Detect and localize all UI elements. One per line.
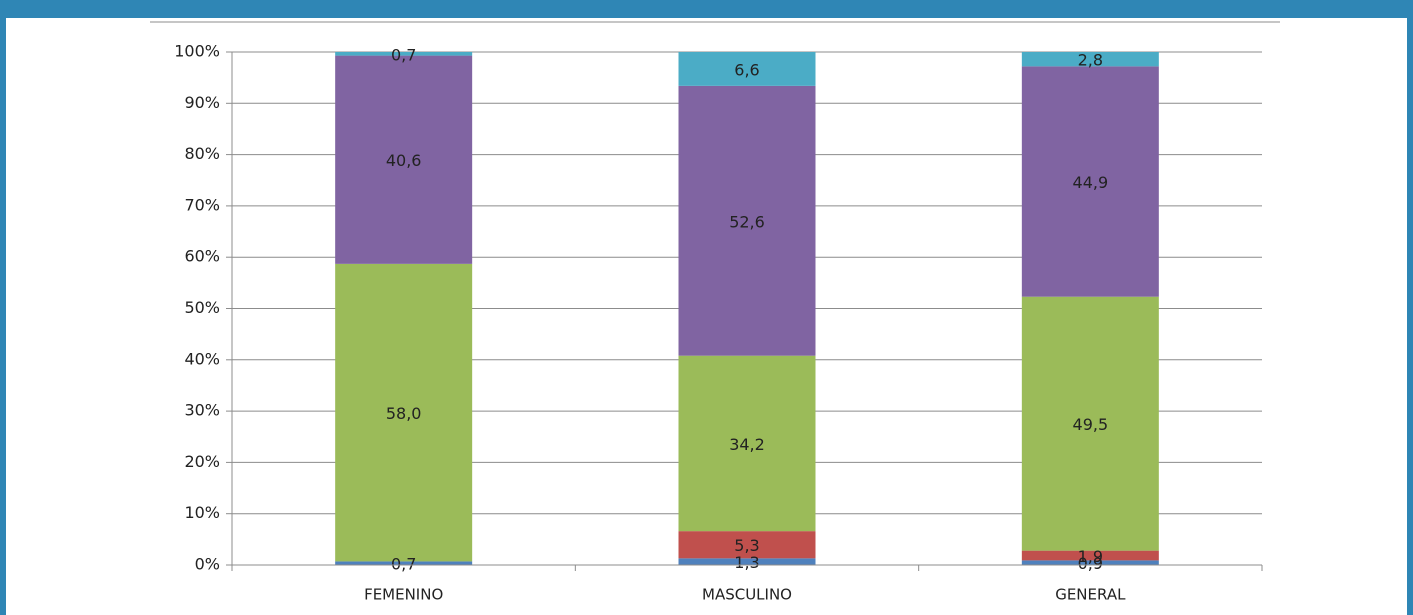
- y-tick-label: 10%: [184, 503, 220, 522]
- bar-segment: [1021, 66, 1159, 297]
- data-label: 44,9: [1073, 173, 1109, 192]
- data-label: 1,3: [734, 553, 759, 572]
- y-tick-label: 20%: [184, 452, 220, 471]
- y-tick-label: 0%: [195, 555, 220, 574]
- data-label: 5,3: [734, 536, 759, 555]
- y-tick-label: 80%: [184, 144, 220, 163]
- data-label: 6,6: [734, 60, 759, 79]
- x-tick-label: FEMENINO: [364, 586, 443, 604]
- y-tick-label: 100%: [174, 42, 220, 61]
- bar-segment: [1021, 296, 1159, 551]
- data-label: 34,2: [729, 435, 765, 454]
- y-tick-label: 90%: [184, 93, 220, 112]
- data-label: 58,0: [386, 404, 422, 423]
- bar-segment: [335, 561, 473, 565]
- data-label: 0,7: [391, 555, 416, 574]
- data-label: 1,9: [1078, 547, 1103, 566]
- bar-segment: [678, 355, 816, 532]
- y-tick-label: 50%: [184, 298, 220, 317]
- bar-segment: [678, 52, 816, 86]
- x-tick-label: MASCULINO: [702, 586, 792, 604]
- bar-segment: [335, 52, 473, 56]
- data-label: 40,6: [386, 151, 422, 170]
- bar-segment: [335, 263, 473, 562]
- bar-segment: [1021, 52, 1159, 67]
- data-label: 52,6: [729, 212, 765, 231]
- bar-segment: [678, 558, 816, 565]
- bar-segment: [1021, 550, 1159, 561]
- x-tick-label: GENERAL: [1055, 586, 1126, 604]
- bar-segment: [1021, 560, 1159, 565]
- bar-segment: [678, 531, 816, 559]
- data-label: 49,5: [1073, 415, 1109, 434]
- data-label: 2,8: [1078, 51, 1103, 70]
- bar-segment: [335, 55, 473, 264]
- data-label: 0,9: [1078, 554, 1103, 573]
- y-tick-label: 60%: [184, 247, 220, 266]
- bar-segment: [678, 85, 816, 356]
- y-tick-label: 30%: [184, 401, 220, 420]
- y-tick-label: 70%: [184, 195, 220, 214]
- data-label: 0,7: [391, 45, 416, 64]
- y-tick-label: 40%: [184, 349, 220, 368]
